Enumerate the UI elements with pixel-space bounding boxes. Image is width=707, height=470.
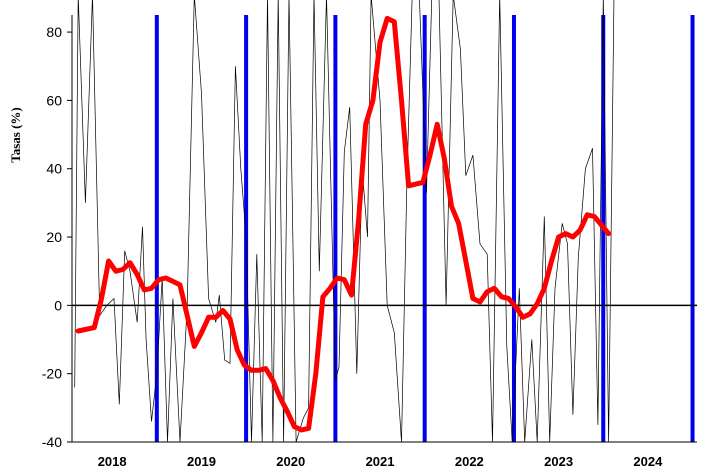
x-tick-label: 2024 bbox=[633, 454, 663, 469]
y-tick-label: 20 bbox=[46, 229, 62, 245]
year-marker-lines bbox=[154, 15, 695, 442]
monthly-series-line bbox=[74, 0, 615, 443]
x-tick-label: 2022 bbox=[455, 454, 484, 469]
x-tick-label: 2020 bbox=[276, 454, 305, 469]
y-tick-label: 80 bbox=[46, 24, 62, 40]
x-tick-label: 2019 bbox=[187, 454, 216, 469]
x-tick-label: 2023 bbox=[544, 454, 573, 469]
y-tick-label: -40 bbox=[42, 434, 62, 450]
y-ticks: -40 -20 0 20 40 60 80 bbox=[42, 24, 72, 450]
x-tick-label: 2018 bbox=[98, 454, 127, 469]
x-ticks: 2018 2019 2020 2021 2022 2023 2024 bbox=[98, 454, 663, 469]
y-tick-label: 60 bbox=[46, 92, 62, 108]
y-tick-label: 40 bbox=[46, 161, 62, 177]
x-tick-label: 2021 bbox=[366, 454, 395, 469]
y-tick-label: 0 bbox=[54, 297, 62, 313]
y-tick-label: -20 bbox=[42, 366, 62, 382]
smoothed-series-line bbox=[75, 15, 612, 433]
monthly-series bbox=[74, 0, 615, 443]
y-axis-label: Tasas (%) bbox=[8, 107, 23, 163]
